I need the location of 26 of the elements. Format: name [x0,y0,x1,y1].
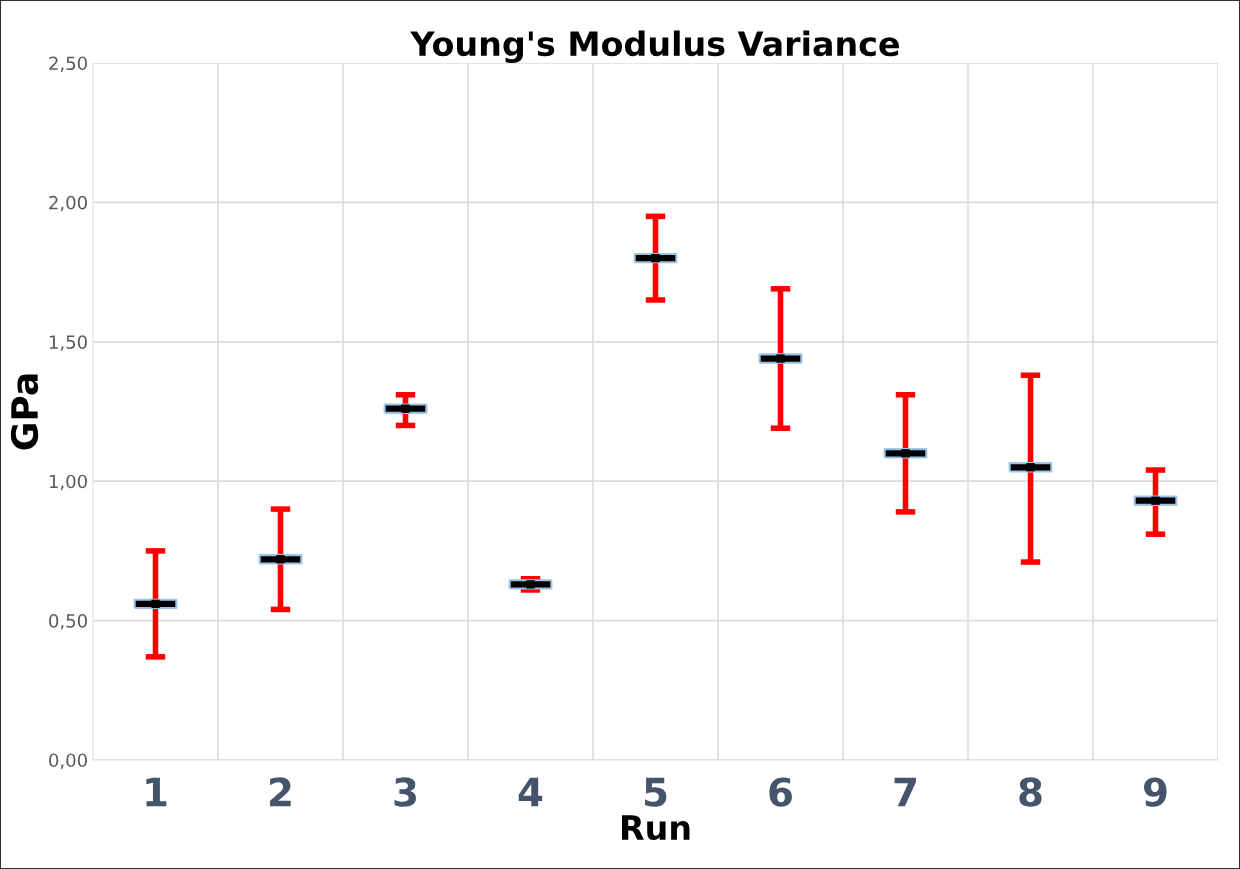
x-tick-label: 7 [894,777,916,807]
x-axis-title: Run [622,815,690,841]
x-tick-label: 4 [518,777,543,807]
point [901,449,910,458]
y-axis-title: GPa [10,374,39,450]
x-tick-label: 9 [1143,777,1167,807]
x-tick-label: 5 [644,777,667,807]
x-tick-label: 6 [769,777,792,807]
y-tick-label: 1,50 [49,335,87,351]
x-tick-label: 8 [1019,777,1042,807]
y-tick-label: 0,50 [49,614,87,630]
x-tick-label: 2 [270,777,291,807]
point [776,354,785,363]
point [1151,496,1160,505]
y-tick-label: 2,50 [49,56,87,72]
point [651,253,660,263]
y-tick-label: 1,00 [49,474,87,491]
point [401,404,410,413]
point [276,555,285,564]
y-tick-label: 0,00 [49,753,87,769]
point [151,599,160,609]
chart-title: Young's Modulus Variance [410,30,899,63]
y-tick-label: 2,00 [49,195,87,212]
point [1026,463,1035,472]
x-tick-label: 1 [146,777,167,807]
x-tick-label: 3 [394,777,416,807]
